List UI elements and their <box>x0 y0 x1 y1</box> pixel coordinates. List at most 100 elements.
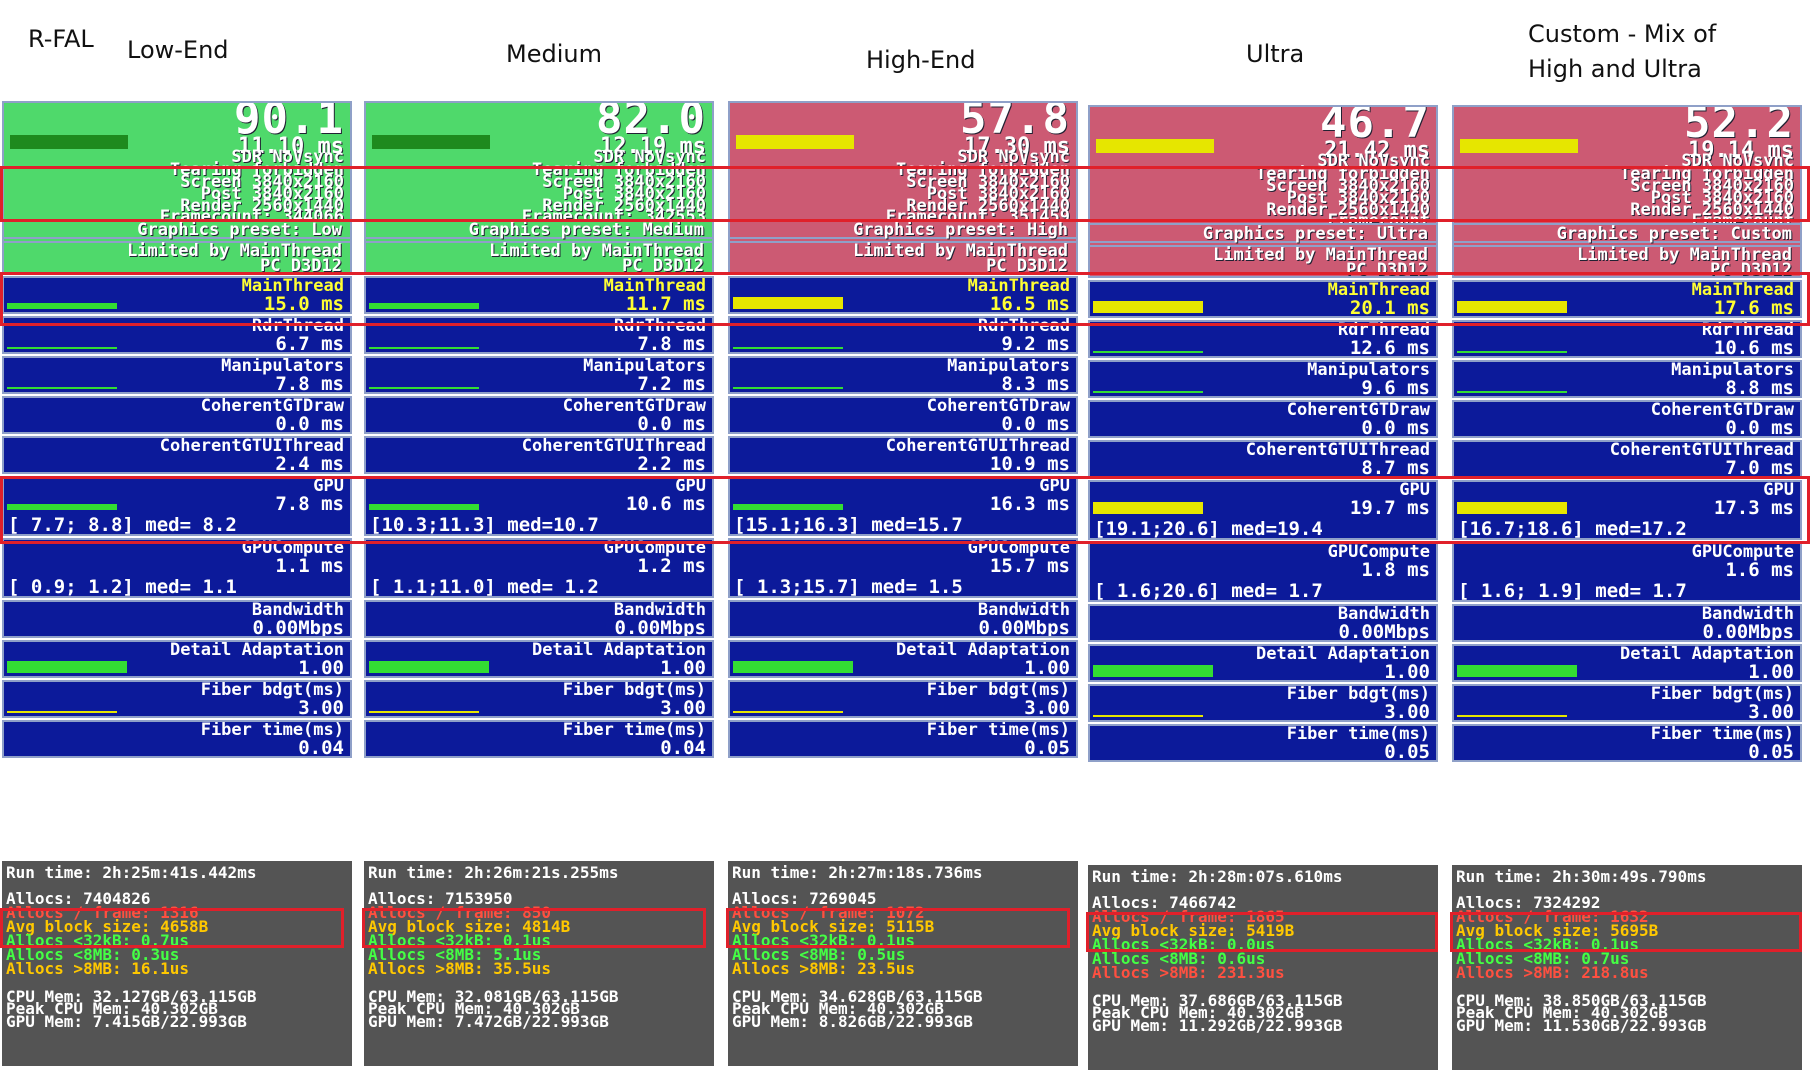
fiber-budget-line <box>1093 715 1203 717</box>
fiber-time-panel: Fiber time(ms) 0.05 <box>1088 724 1438 762</box>
fiber-time-value: 0.04 <box>660 737 706 758</box>
frame-ms-value: 11.10 ms <box>238 134 344 159</box>
fiber-time-value: 0.05 <box>1024 737 1070 758</box>
manipulators-sparkline <box>369 387 479 389</box>
fiber-budget-label: Fiber bdgt(ms) <box>1650 684 1794 704</box>
post-res-text: Post 3840x2160 <box>200 184 344 204</box>
allocs-text: Allocs: 7404826 <box>6 889 151 908</box>
profiler-column: 57.8 17.30 ms SDR NoVsync Tearing forbid… <box>726 101 1080 1066</box>
mainthread-value: 20.1 ms <box>1349 297 1430 318</box>
bandwidth-panel: Bandwidth 0.00Mbps <box>2 600 352 638</box>
memory-stats-panel: Run time: 2h:30m:49s.790ms Allocs: 73242… <box>1452 865 1802 1070</box>
coherentgtdraw-label: CoherentGTDraw <box>926 396 1070 416</box>
fps-value: 52.2 <box>1684 105 1794 148</box>
avg-block-size-text: Avg block size: 5115B <box>732 917 935 936</box>
fiber-budget-label: Fiber bdgt(ms) <box>926 680 1070 700</box>
mainthread-sparkline <box>733 297 843 309</box>
coherentgtuithread-value: 2.2 ms <box>637 453 706 474</box>
avg-block-size-text: Avg block size: 4658B <box>6 917 209 936</box>
gpu-mem-text: GPU Mem: 8.826GB/22.993GB <box>732 1012 973 1031</box>
frame-time-sparkline <box>736 135 854 149</box>
allocs-over-8mb-text: Allocs >8MB: 218.8us <box>1456 963 1649 982</box>
allocs-text: Allocs: 7269045 <box>732 889 877 908</box>
screen-res-text: Screen 3840x2160 <box>180 172 344 192</box>
rdrthread-value: 12.6 ms <box>1349 337 1430 358</box>
coherentgtdraw-panel: CoherentGTDraw 0.0 ms <box>1452 400 1802 438</box>
allocs-32kb-text: Allocs <32kB: 0.7us <box>6 931 190 950</box>
bandwidth-value: 0.00Mbps <box>978 617 1070 638</box>
mainthread-value: 17.6 ms <box>1713 297 1794 318</box>
allocs-text: Allocs: 7466742 <box>1092 893 1237 912</box>
fiber-time-label: Fiber time(ms) <box>562 720 706 740</box>
detail-adaptation-panel: Detail Adaptation 1.00 <box>1088 644 1438 682</box>
coherentgtuithread-value: 7.0 ms <box>1725 457 1794 478</box>
coherentgtdraw-value: 0.0 ms <box>275 413 344 434</box>
gpu-value: 19.7 ms <box>1349 497 1430 519</box>
platform-text: PC D3D12 <box>1346 260 1428 280</box>
manipulators-label: Manipulators <box>1671 360 1794 380</box>
render-res-text: Render 2560x1440 <box>1630 200 1794 220</box>
manipulators-panel: Manipulators 9.6 ms <box>1088 360 1438 398</box>
fiber-time-value: 0.04 <box>298 737 344 758</box>
bandwidth-value: 0.00Mbps <box>1702 621 1794 642</box>
profiler-column: 46.7 21.42 ms SDR NoVsync Tearing forbid… <box>1086 105 1440 1070</box>
gpu-range: [19.1;20.6] med=19.4 <box>1094 518 1323 540</box>
render-res-text: Render 2560x1440 <box>1266 200 1430 220</box>
gpu-sparkline <box>7 504 117 510</box>
coherentgtdraw-panel: CoherentGTDraw 0.0 ms <box>728 396 1078 434</box>
screen-res-text: Screen 3840x2160 <box>1630 176 1794 196</box>
frame-time-sparkline <box>10 135 128 149</box>
gpucompute-panel: GPUCompute 1.8 ms [ 1.6;20.6] med= 1.7 <box>1088 542 1438 602</box>
platform-text: PC D3D12 <box>986 256 1068 276</box>
limited-by-bar: Limited by MainThread PC D3D12 <box>1452 245 1802 279</box>
gpucompute-value: 1.6 ms <box>1725 559 1794 581</box>
fiber-budget-label: Fiber bdgt(ms) <box>562 680 706 700</box>
coherentgtdraw-value: 0.0 ms <box>1725 417 1794 438</box>
mainthread-sparkline <box>1457 301 1567 313</box>
coherentgtdraw-label: CoherentGTDraw <box>200 396 344 416</box>
rdrthread-panel: RdrThread 9.2 ms <box>728 316 1078 354</box>
gpu-label: GPU <box>313 476 344 496</box>
detail-adaptation-label: Detail Adaptation <box>1256 644 1430 664</box>
fiber-budget-value: 3.00 <box>298 697 344 718</box>
profiler-column: 82.0 12.19 ms SDR NoVsync Tearing forbid… <box>362 101 716 1066</box>
post-res-text: Post 3840x2160 <box>562 184 706 204</box>
gpucompute-range: [ 1.6; 1.9] med= 1.7 <box>1458 580 1687 602</box>
mainthread-sparkline <box>369 303 479 309</box>
rdrthread-sparkline <box>733 347 843 349</box>
bandwidth-value: 0.00Mbps <box>1338 621 1430 642</box>
rdrthread-sparkline <box>1093 351 1203 353</box>
mainthread-sparkline <box>7 303 117 309</box>
mainthread-label: MainThread <box>967 276 1070 296</box>
detail-adaptation-bar <box>369 661 489 673</box>
gpu-range: [10.3;11.3] med=10.7 <box>370 514 599 536</box>
allocs-text: Allocs: 7153950 <box>368 889 513 908</box>
gpu-mem-text: GPU Mem: 7.472GB/22.993GB <box>368 1012 609 1031</box>
platform-text: PC D3D12 <box>260 256 342 276</box>
rdrthread-value: 9.2 ms <box>1001 333 1070 354</box>
runtime-text: Run time: 2h:28m:07s.610ms <box>1092 867 1343 886</box>
gpu-value: 7.8 ms <box>275 493 344 515</box>
mainthread-value: 15.0 ms <box>263 293 344 314</box>
gpucompute-label: GPUCompute <box>241 538 344 558</box>
gpucompute-range: [ 1.6;20.6] med= 1.7 <box>1094 580 1323 602</box>
allocs-text: Allocs: 7324292 <box>1456 893 1601 912</box>
coherentgtuithread-panel: CoherentGTUIThread 7.0 ms <box>1452 440 1802 478</box>
fiber-budget-label: Fiber bdgt(ms) <box>200 680 344 700</box>
allocs-32kb-text: Allocs <32kB: 0.1us <box>1456 935 1640 954</box>
bandwidth-panel: Bandwidth 0.00Mbps <box>728 600 1078 638</box>
vsync-text: SDR NoVsync <box>1681 151 1794 171</box>
graphics-preset-bar: Graphics preset: Ultra <box>1088 223 1438 243</box>
coherentgtdraw-label: CoherentGTDraw <box>562 396 706 416</box>
limited-by-bar: Limited by MainThread PC D3D12 <box>2 241 352 276</box>
rdrthread-panel: RdrThread 7.8 ms <box>364 316 714 354</box>
gpucompute-label: GPUCompute <box>967 538 1070 558</box>
graphics-preset-bar: Graphics preset: High <box>728 219 1078 239</box>
bandwidth-label: Bandwidth <box>251 600 344 620</box>
runtime-text: Run time: 2h:27m:18s.736ms <box>732 863 983 882</box>
gpu-sparkline <box>1457 502 1567 514</box>
limited-by-text: Limited by MainThread <box>1213 245 1428 265</box>
fiber-budget-panel: Fiber bdgt(ms) 3.00 <box>1088 684 1438 722</box>
coherentgtdraw-value: 0.0 ms <box>637 413 706 434</box>
allocs-8mb-text: Allocs <8MB: 0.6us <box>1092 949 1266 968</box>
